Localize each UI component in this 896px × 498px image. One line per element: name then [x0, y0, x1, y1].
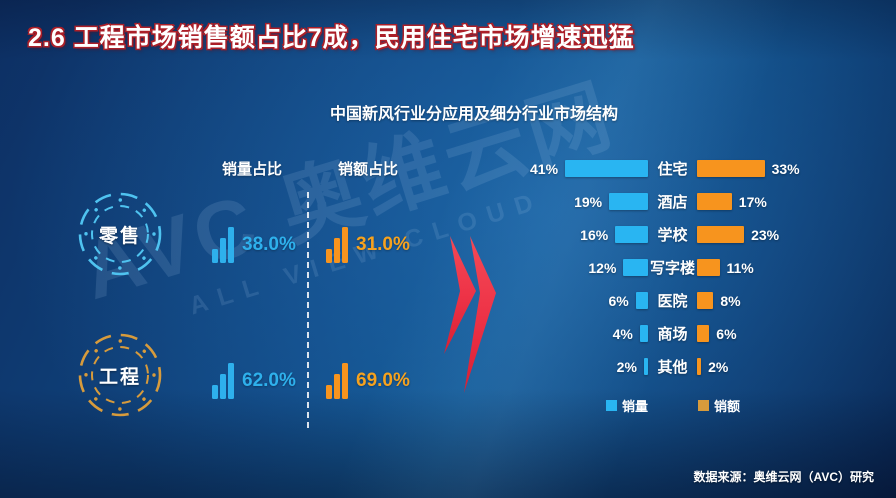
amount-value-label: 6% [716, 325, 737, 342]
volume-value-label: 41% [530, 160, 559, 177]
amount-share-header: 销额占比 [337, 161, 399, 178]
volume-value-label: 6% [608, 292, 629, 309]
data-source-note: 数据来源：奥维云网（AVC）研究 [693, 470, 874, 484]
legend-item-amount: 销额 [698, 396, 740, 415]
amount-legend-label: 销额 [714, 399, 741, 414]
category-label: 写字楼 [649, 260, 695, 277]
amount-value-label: 11% [726, 259, 754, 276]
volume-bar [565, 160, 648, 177]
category-label: 学校 [657, 227, 688, 244]
amount-bar [697, 160, 765, 177]
industry-chart: 41% 住宅 33% 19% 酒店 17% 16% 学校 23% 12% 写字楼 11% 6% 医院 8% 4… [530, 152, 885, 383]
volume-value-label: 2% [616, 358, 637, 375]
volume-value-label: 19% [574, 193, 603, 210]
chart-row: 16% 学校 23% [530, 218, 885, 251]
volume-value-label: 12% [588, 259, 617, 276]
amount-legend-swatch-icon [698, 400, 710, 411]
amount-value-label: 8% [720, 292, 741, 309]
bar-chart-icon [326, 363, 348, 399]
amount-value-label: 23% [751, 226, 780, 243]
project-volume-value: 62.0% [242, 370, 296, 391]
double-chevron-arrow-icon [444, 236, 496, 393]
volume-bar [623, 259, 648, 276]
dashed-divider [307, 192, 309, 428]
chart-row: 2% 其他 2% [530, 350, 885, 383]
project-badge: 工程 [74, 329, 166, 421]
retail-volume-stat: 38.0% [212, 223, 296, 263]
volume-value-label: 4% [612, 325, 633, 342]
project-amount-stat: 69.0% [326, 359, 410, 399]
amount-value-label: 17% [738, 193, 767, 210]
chart-title: 中国新风行业分应用及细分行业市场结构 [329, 106, 619, 123]
retail-amount-stat: 31.0% [326, 223, 410, 263]
bar-chart-icon [212, 363, 234, 399]
chart-row: 41% 住宅 33% [530, 152, 885, 185]
amount-bar [697, 193, 732, 210]
amount-bar [697, 292, 714, 309]
dashed-circle-icon [78, 333, 162, 417]
category-label: 其他 [657, 359, 688, 376]
retail-badge-label: 零售 [98, 225, 141, 247]
volume-legend-swatch-icon [606, 400, 617, 411]
bar-chart-icon [326, 227, 348, 263]
project-amount-value: 69.0% [356, 370, 410, 391]
amount-value-label: 33% [771, 160, 800, 177]
amount-bar [697, 358, 702, 375]
volume-share-header: 销量占比 [221, 161, 283, 178]
chart-legend: 销量 销额 [606, 396, 740, 415]
category-label: 医院 [657, 293, 688, 310]
retail-badge: 零售 [74, 188, 166, 280]
retail-volume-value: 38.0% [242, 234, 296, 255]
chart-row: 12% 写字楼 11% [530, 251, 885, 284]
category-label: 酒店 [657, 194, 688, 211]
legend-item-volume: 销量 [606, 396, 648, 415]
retail-amount-value: 31.0% [356, 234, 410, 255]
chart-row: 6% 医院 8% [530, 284, 885, 317]
amount-value-label: 2% [708, 358, 729, 375]
dashed-circle-icon [78, 192, 162, 276]
chart-row: 19% 酒店 17% [530, 185, 885, 218]
amount-bar [697, 226, 745, 243]
chart-row: 4% 商场 6% [530, 317, 885, 350]
slide-title: 2.6 工程市场销售额占比7成，民用住宅市场增速迅猛 [28, 24, 635, 52]
volume-bar [609, 193, 648, 210]
project-badge-label: 工程 [98, 366, 141, 388]
amount-bar [697, 259, 720, 276]
volume-bar [639, 325, 648, 342]
category-label: 住宅 [657, 161, 688, 178]
amount-bar [697, 325, 710, 342]
project-volume-stat: 62.0% [212, 359, 296, 399]
volume-bar [615, 226, 648, 243]
volume-legend-label: 销量 [622, 399, 649, 414]
category-label: 商场 [657, 326, 688, 343]
bar-chart-icon [212, 227, 234, 263]
volume-value-label: 16% [580, 226, 609, 243]
volume-bar [643, 358, 648, 375]
volume-bar [635, 292, 648, 309]
